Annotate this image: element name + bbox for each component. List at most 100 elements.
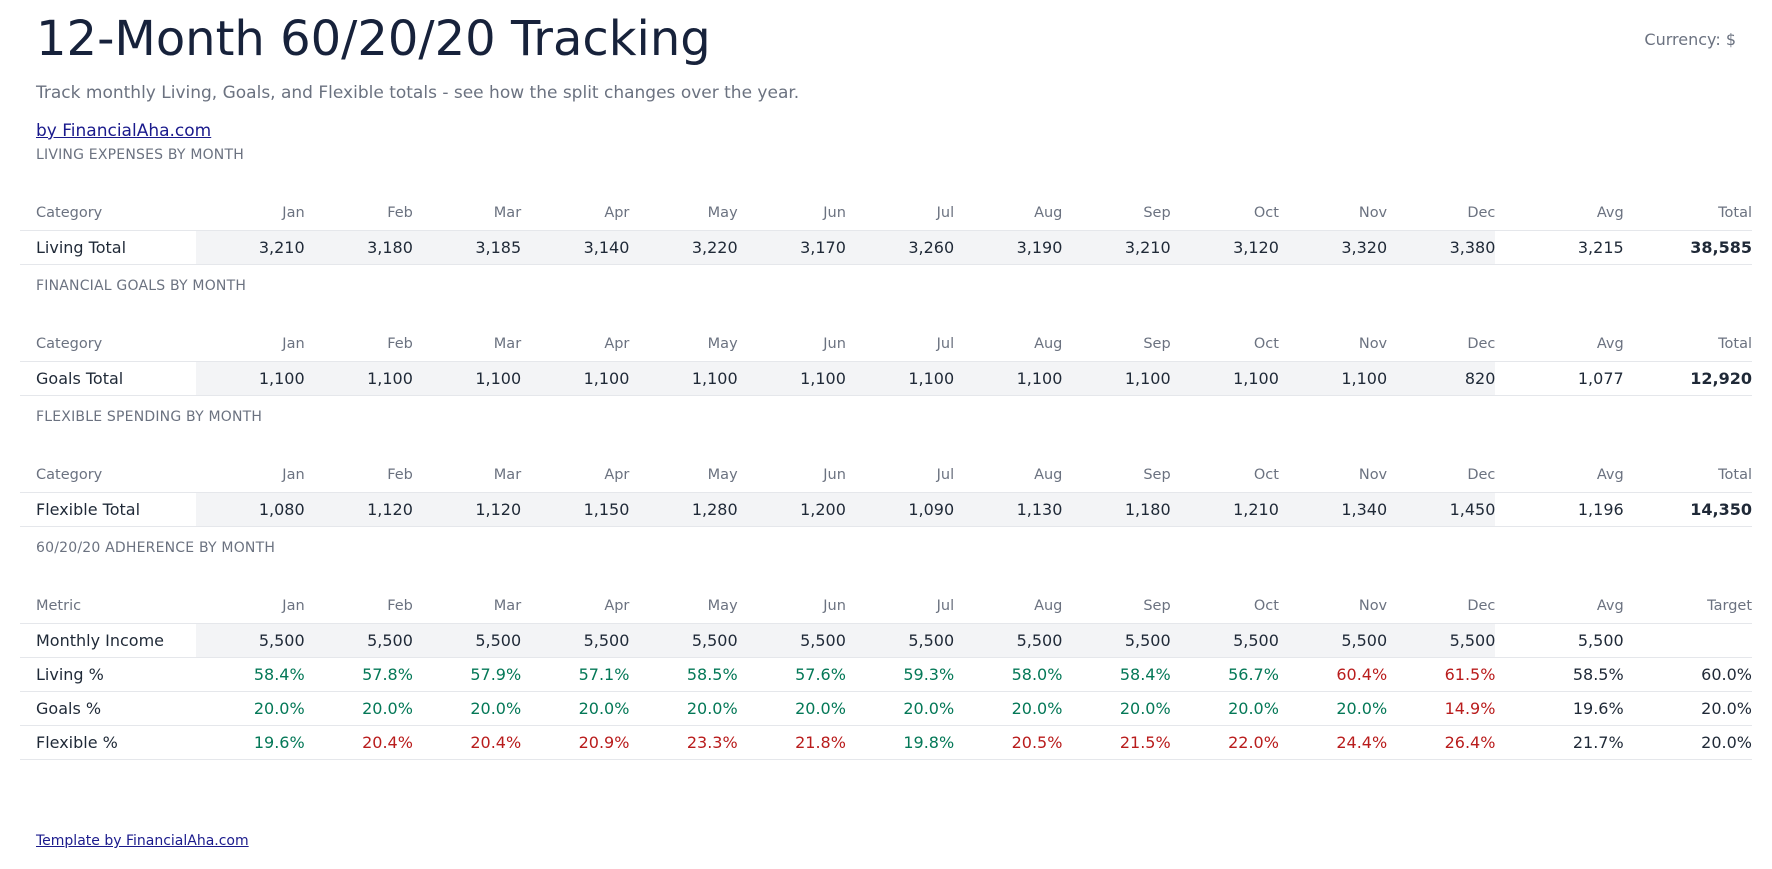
- cell-mar: 20.4%: [412, 725, 522, 760]
- cell-mar: 57.9%: [412, 657, 522, 692]
- currency-label: Currency: $: [1644, 30, 1736, 49]
- cell-avg: 21.7%: [1495, 725, 1624, 760]
- cell-jan: 5,500: [196, 623, 305, 658]
- cell-jan: 19.6%: [196, 725, 305, 760]
- table-row-goals-pct: Goals % 20.0% 20.0% 20.0% 20.0% 20.0% 20.0% 20.…: [20, 691, 1752, 726]
- column-header-oct: Oct: [1253, 467, 1279, 483]
- column-header-mar: Mar: [493, 598, 522, 614]
- cell-mar: 3,185: [412, 230, 522, 265]
- column-header-jun: Jun: [823, 205, 846, 221]
- page-subtitle: Track monthly Living, Goals, and Flexibl…: [36, 83, 800, 103]
- column-header-oct: Oct: [1253, 336, 1279, 352]
- column-header-avg: Avg: [1596, 336, 1624, 352]
- adherence-section-title: 60/20/20 ADHERENCE BY MONTH: [36, 540, 276, 556]
- cell-feb: 57.8%: [304, 657, 413, 692]
- table-row: Goals Total 1,100 1,100 1,100 1,100 1,100 1,10…: [20, 361, 1752, 396]
- cell-sep: 21.5%: [1062, 725, 1171, 760]
- column-header-aug: Aug: [1034, 336, 1063, 352]
- column-header-dec: Dec: [1467, 598, 1496, 614]
- cell-avg: 1,077: [1495, 361, 1624, 396]
- cell-avg: 3,215: [1495, 230, 1624, 265]
- cell-aug: 58.0%: [954, 657, 1063, 692]
- table-row-living-pct: Living % 58.4% 57.8% 57.9% 57.1% 58.5% 57.6% 59…: [20, 657, 1752, 692]
- cell-aug: 1,100: [954, 361, 1063, 396]
- cell-dec: 5,500: [1387, 623, 1496, 658]
- cell-sep: 5,500: [1062, 623, 1171, 658]
- cell-jun: 20.0%: [737, 691, 846, 726]
- row-label: Goals Total: [20, 361, 197, 396]
- column-header-sep: Sep: [1143, 467, 1171, 483]
- cell-nov: 60.4%: [1278, 657, 1388, 692]
- column-header-mar: Mar: [493, 467, 522, 483]
- column-header-feb: Feb: [387, 336, 413, 352]
- column-header-jan: Jan: [282, 205, 305, 221]
- cell-may: 23.3%: [629, 725, 738, 760]
- goals-section-title: FINANCIAL GOALS BY MONTH: [36, 278, 247, 294]
- cell-avg: 1,196: [1495, 492, 1624, 527]
- cell-jul: 1,090: [845, 492, 955, 527]
- cell-mar: 20.0%: [412, 691, 522, 726]
- table-header-row: Category Jan Feb Mar Apr May Jun Jul Aug Sep Oct No…: [20, 196, 1752, 231]
- byline-link[interactable]: by FinancialAha.com: [36, 121, 212, 141]
- cell-mar: 5,500: [412, 623, 522, 658]
- cell-apr: 1,100: [521, 361, 630, 396]
- column-header-target: Target: [1707, 598, 1752, 614]
- cell-jun: 57.6%: [737, 657, 846, 692]
- cell-dec: 3,380: [1387, 230, 1496, 265]
- cell-oct: 3,120: [1170, 230, 1279, 265]
- cell-oct: 1,210: [1170, 492, 1279, 527]
- column-header-may: May: [707, 205, 738, 221]
- cell-aug: 20.0%: [954, 691, 1063, 726]
- column-header-nov: Nov: [1358, 336, 1388, 352]
- column-header-sep: Sep: [1143, 205, 1171, 221]
- column-header-nov: Nov: [1358, 467, 1388, 483]
- cell-sep: 58.4%: [1062, 657, 1171, 692]
- cell-apr: 1,150: [521, 492, 630, 527]
- column-header-category: Category: [36, 205, 103, 221]
- cell-nov: 5,500: [1278, 623, 1388, 658]
- cell-may: 1,100: [629, 361, 738, 396]
- table-row: Flexible Total 1,080 1,120 1,120 1,150 1,280 1…: [20, 492, 1752, 527]
- footer-link[interactable]: Template by FinancialAha.com: [36, 833, 249, 849]
- column-header-oct: Oct: [1253, 205, 1279, 221]
- column-header-jul: Jul: [936, 467, 955, 483]
- flexible-table: Category Jan Feb Mar Apr May Jun Jul Aug Sep Oct No…: [20, 458, 1752, 527]
- column-header-apr: Apr: [604, 205, 630, 221]
- column-header-may: May: [707, 598, 738, 614]
- cell-oct: 20.0%: [1170, 691, 1279, 726]
- column-header-jan: Jan: [282, 467, 305, 483]
- column-header-oct: Oct: [1253, 598, 1279, 614]
- column-header-jan: Jan: [282, 598, 305, 614]
- cell-apr: 3,140: [521, 230, 630, 265]
- column-header-mar: Mar: [493, 205, 522, 221]
- cell-target: 60.0%: [1623, 657, 1752, 692]
- column-header-total: Total: [1718, 467, 1752, 483]
- row-label: Monthly Income: [20, 623, 197, 658]
- cell-sep: 3,210: [1062, 230, 1171, 265]
- cell-sep: 1,180: [1062, 492, 1171, 527]
- cell-dec: 820: [1387, 361, 1496, 396]
- cell-aug: 20.5%: [954, 725, 1063, 760]
- row-label: Living Total: [20, 230, 197, 265]
- cell-jul: 59.3%: [845, 657, 955, 692]
- column-header-apr: Apr: [604, 467, 630, 483]
- cell-dec: 14.9%: [1387, 691, 1496, 726]
- cell-feb: 20.0%: [304, 691, 413, 726]
- column-header-nov: Nov: [1358, 205, 1388, 221]
- cell-avg: 19.6%: [1495, 691, 1624, 726]
- column-header-avg: Avg: [1596, 598, 1624, 614]
- cell-may: 20.0%: [629, 691, 738, 726]
- column-header-jun: Jun: [823, 598, 846, 614]
- table-header-row: Metric Jan Feb Mar Apr May Jun Jul Aug Sep Oct Nov D…: [20, 589, 1752, 624]
- column-header-feb: Feb: [387, 205, 413, 221]
- cell-target: 20.0%: [1623, 691, 1752, 726]
- cell-may: 5,500: [629, 623, 738, 658]
- row-label: Flexible Total: [20, 492, 197, 527]
- cell-apr: 5,500: [521, 623, 630, 658]
- adherence-table: Metric Jan Feb Mar Apr May Jun Jul Aug Sep Oct Nov D…: [20, 589, 1752, 760]
- column-header-aug: Aug: [1034, 205, 1063, 221]
- cell-nov: 1,340: [1278, 492, 1388, 527]
- column-header-category: Category: [36, 336, 103, 352]
- cell-jul: 3,260: [845, 230, 955, 265]
- cell-jul: 5,500: [845, 623, 955, 658]
